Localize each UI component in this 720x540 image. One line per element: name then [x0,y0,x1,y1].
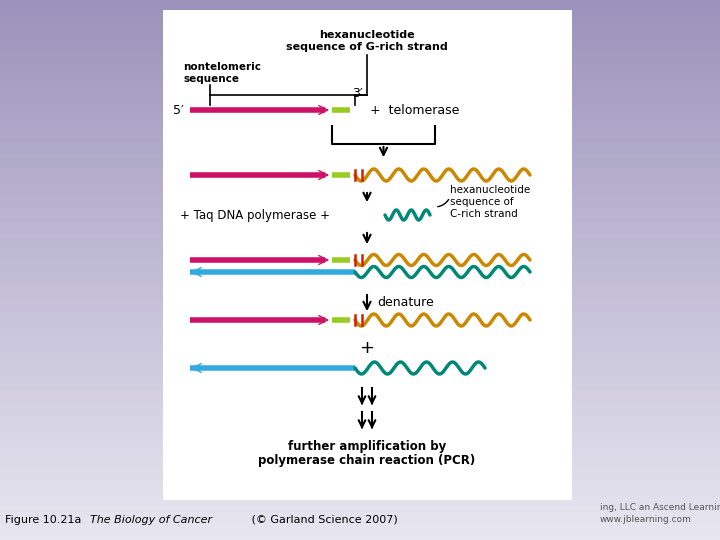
Text: nontelomeric: nontelomeric [183,62,261,72]
Text: denature: denature [377,296,433,309]
Text: +  telomerase: + telomerase [370,104,459,117]
Text: sequence: sequence [183,74,239,84]
Text: (© Garland Science 2007): (© Garland Science 2007) [248,515,397,525]
Text: The Biology of Cancer: The Biology of Cancer [90,515,212,525]
Text: +: + [359,339,374,357]
Text: sequence of: sequence of [450,197,513,207]
Text: www.jblearning.com: www.jblearning.com [600,515,692,524]
Text: C-rich strand: C-rich strand [450,209,518,219]
Text: + Taq DNA polymerase +: + Taq DNA polymerase + [180,208,330,221]
Text: 3′: 3′ [352,87,363,100]
Text: hexanucleotide: hexanucleotide [450,185,530,195]
Text: sequence of G-rich strand: sequence of G-rich strand [286,42,448,52]
Bar [163,10,572,500]
Text: ing, LLC an Ascend Learning Company: ing, LLC an Ascend Learning Company [600,503,720,512]
Text: 5′: 5′ [173,104,184,117]
Text: Figure 10.21a: Figure 10.21a [5,515,89,525]
Text: hexanucleotide: hexanucleotide [319,30,415,40]
Text: further amplification by: further amplification by [288,440,446,453]
Text: polymerase chain reaction (PCR): polymerase chain reaction (PCR) [258,454,476,467]
